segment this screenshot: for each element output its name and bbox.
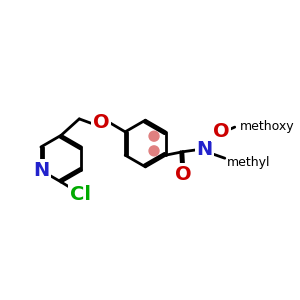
Text: methoxy: methoxy: [240, 120, 295, 133]
Text: O: O: [176, 165, 192, 184]
Text: N: N: [33, 161, 49, 180]
Text: N: N: [196, 140, 213, 159]
Circle shape: [149, 146, 159, 156]
Text: O: O: [213, 122, 229, 141]
Text: O: O: [93, 113, 110, 132]
Text: methyl: methyl: [227, 156, 271, 169]
Text: Cl: Cl: [70, 184, 91, 204]
Circle shape: [149, 131, 159, 141]
